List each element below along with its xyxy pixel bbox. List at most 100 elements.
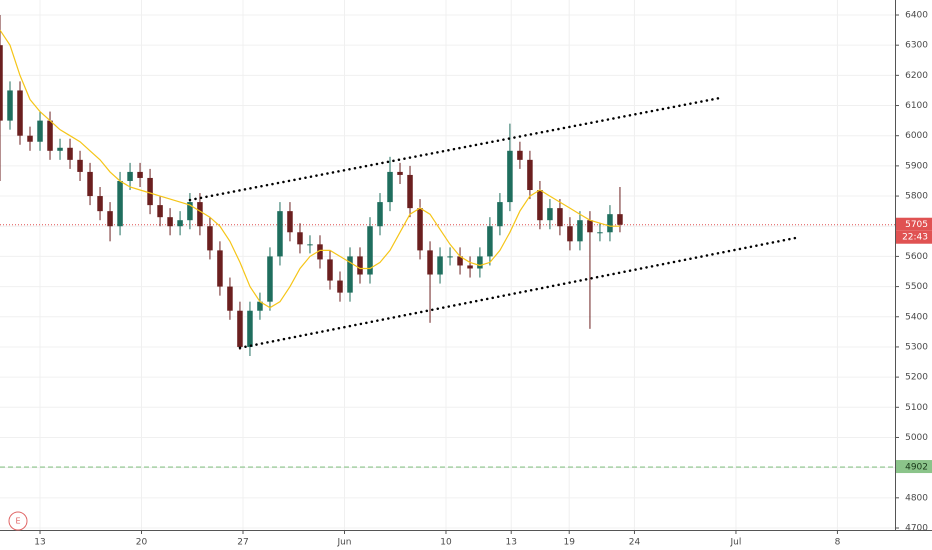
candle-body <box>27 135 33 142</box>
candle-body <box>427 250 433 275</box>
x-tick-label: 13 <box>34 538 45 548</box>
candle-body <box>597 232 603 234</box>
candle-body <box>437 256 443 275</box>
candle-body <box>377 202 383 227</box>
candle-body <box>287 211 293 233</box>
countdown-label: 22:43 <box>902 233 928 243</box>
candle-body <box>417 208 423 251</box>
x-tick-label: 24 <box>629 538 641 548</box>
candle-body <box>257 301 263 311</box>
y-tick-label: 5100 <box>905 403 928 413</box>
y-tick-label: 6400 <box>905 11 928 21</box>
candle-body <box>567 226 573 242</box>
candle-body <box>147 177 153 206</box>
candle-body <box>447 256 453 258</box>
candle-body <box>7 90 13 121</box>
candle-body <box>577 220 583 242</box>
candle-body <box>307 244 313 246</box>
x-tick-label: 10 <box>440 538 452 548</box>
x-tick-label: 20 <box>136 538 148 548</box>
y-tick-label: 6000 <box>905 131 928 141</box>
candle-body <box>17 90 23 136</box>
y-tick-label: 5000 <box>905 433 928 443</box>
candle-body <box>97 196 103 212</box>
candle-body <box>587 220 593 233</box>
candle-body <box>247 310 253 347</box>
last-price-tag <box>896 217 932 231</box>
support-tag <box>896 460 932 474</box>
candle-body <box>507 150 513 203</box>
candle-body <box>227 286 233 311</box>
candle-body <box>317 244 323 260</box>
candle-body <box>557 208 563 227</box>
y-tick-label: 5800 <box>905 192 928 202</box>
candle-body <box>0 45 3 121</box>
trend-line <box>238 235 802 350</box>
candle-body <box>107 211 113 227</box>
candle-body <box>467 265 473 269</box>
candle-body <box>547 208 553 221</box>
y-tick-label: 5200 <box>905 373 928 383</box>
candle-body <box>297 232 303 245</box>
candle-body <box>347 256 353 293</box>
candle-body <box>217 250 223 287</box>
candle-body <box>407 174 413 209</box>
candle-body <box>397 171 403 175</box>
candle-body <box>47 120 53 151</box>
y-tick-label: 5400 <box>905 312 928 322</box>
support-label: 4902 <box>905 463 928 473</box>
y-tick-label: 5600 <box>905 252 928 262</box>
candle-body <box>77 159 83 172</box>
candle-body <box>267 256 273 302</box>
candle-body <box>457 256 463 266</box>
event-badge[interactable] <box>8 511 28 531</box>
y-tick-label: 4700 <box>905 524 928 534</box>
candle-body <box>137 171 143 178</box>
candle-body <box>607 214 613 233</box>
last-price-label: 5705 <box>905 220 928 230</box>
moving-average <box>0 29 620 309</box>
y-tick-label: 5900 <box>905 161 928 171</box>
candle-body <box>37 120 43 142</box>
plot <box>0 15 895 468</box>
candle-body <box>357 256 363 275</box>
candle-body <box>277 211 283 257</box>
candle-body <box>537 190 543 221</box>
x-tick-label: 19 <box>563 538 575 548</box>
x-tick-label: 27 <box>237 538 248 548</box>
candle-body <box>197 202 203 227</box>
candle-body <box>177 220 183 227</box>
x-tick-label: 13 <box>505 538 516 548</box>
y-tick-label: 6100 <box>905 101 928 111</box>
y-tick-label: 5300 <box>905 342 928 352</box>
candle-body <box>87 171 93 197</box>
x-tick-label: Jun <box>336 538 351 548</box>
x-tick-label: 8 <box>835 538 841 548</box>
candle-body <box>517 150 523 160</box>
candle-body <box>527 159 533 191</box>
y-tick-label: 4800 <box>905 493 928 503</box>
candle-body <box>367 226 373 275</box>
event-badge-label: E <box>15 517 20 526</box>
axes: 4700480049005000510052005300540055005600… <box>34 11 932 548</box>
candle-body <box>477 256 483 269</box>
candle-body <box>207 226 213 251</box>
candle-body <box>497 202 503 227</box>
candle-body <box>117 180 123 227</box>
candle-body <box>617 214 623 225</box>
y-tick-label: 6200 <box>905 71 928 81</box>
x-tick-label: Jul <box>730 538 742 548</box>
candle-body <box>157 205 163 218</box>
candle-body <box>387 171 393 203</box>
y-tick-label: 6300 <box>905 41 928 51</box>
candle-body <box>337 280 343 293</box>
candle-body <box>187 202 193 221</box>
candle-body <box>237 310 243 347</box>
candle-body <box>167 217 173 227</box>
trend-line <box>188 96 722 202</box>
y-tick-label: 5500 <box>905 282 928 292</box>
candle-body <box>327 259 333 281</box>
candle-body <box>127 171 133 181</box>
